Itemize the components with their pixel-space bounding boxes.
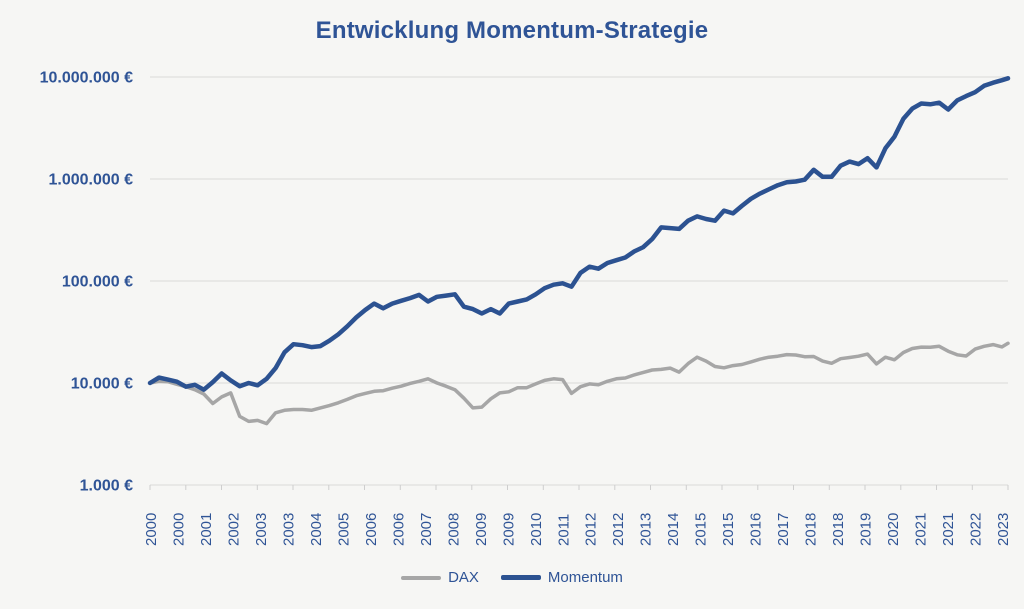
chart-title: Entwicklung Momentum-Strategie xyxy=(315,17,709,44)
dax-line-swatch xyxy=(401,575,442,580)
x-axis-year-label: 2003 xyxy=(253,513,270,546)
legend-item-momentum: Momentum xyxy=(500,569,623,586)
x-axis-year-label: 2009 xyxy=(500,513,517,546)
x-axis-year-label: 2011 xyxy=(555,514,572,546)
x-axis-year-label: 2007 xyxy=(418,513,435,546)
x-axis-year-label: 2022 xyxy=(968,513,985,546)
x-axis-year-label: 2018 xyxy=(830,513,847,546)
x-axis-year-label: 2012 xyxy=(610,513,627,546)
x-axis-year-label: 2003 xyxy=(280,513,297,546)
x-axis-year-label: 2012 xyxy=(583,513,600,546)
y-axis-tick-label: 1.000.000 € xyxy=(48,172,133,189)
x-axis-year-label: 2005 xyxy=(335,513,352,546)
legend: DAX Momentum xyxy=(0,569,1024,586)
momentum-line-swatch xyxy=(500,575,541,580)
y-axis-tick-label: 10.000 € xyxy=(71,376,133,393)
series-group xyxy=(147,76,1011,426)
x-axis-year-label: 2010 xyxy=(528,513,545,546)
x-axis-year-label: 2000 xyxy=(143,513,160,546)
x-axis-year-label: 2015 xyxy=(693,513,710,546)
x-axis-year-label: 2013 xyxy=(638,513,655,546)
x-axis-year-label: 2001 xyxy=(198,513,215,546)
y-axis-tick-label: 100.000 € xyxy=(62,274,133,291)
momentum-line xyxy=(147,76,1011,392)
x-axis-year-label: 2006 xyxy=(390,513,407,546)
x-axis-year-label: 2014 xyxy=(665,513,682,546)
legend-label-momentum: Momentum xyxy=(547,569,623,586)
x-axis-year-label: 2015 xyxy=(720,513,737,546)
x-axis-year-label: 2004 xyxy=(308,513,325,546)
x-axis-year-label: 2002 xyxy=(226,513,243,546)
y-axis-labels-group: 1.000 € 10.000 € 100.000 € 1.000.000 € 10.00… xyxy=(40,70,134,495)
x-axis-year-label: 2017 xyxy=(775,513,792,546)
x-axis-year-label: 2018 xyxy=(803,513,820,546)
x-axis-year-label: 2016 xyxy=(748,513,765,546)
x-axis-year-label: 2009 xyxy=(473,513,490,546)
x-axis-year-label: 2000 xyxy=(171,513,188,546)
x-axis-ticks-group xyxy=(149,485,1009,490)
x-axis-year-label: 2020 xyxy=(885,513,902,546)
legend-item-dax: DAX xyxy=(401,569,479,586)
legend-label-dax: DAX xyxy=(448,569,479,586)
x-axis-year-label: 2021 xyxy=(913,513,930,546)
y-axis-tick-label: 10.000.000 € xyxy=(40,70,134,87)
x-axis-year-label: 2023 xyxy=(995,513,1012,546)
x-axis-year-label: 2008 xyxy=(445,513,462,546)
x-axis-year-label: 2021 xyxy=(940,513,957,546)
x-axis-year-label: 2019 xyxy=(858,513,875,546)
y-axis-tick-label: 1.000 € xyxy=(80,478,133,495)
x-axis-year-label: 2006 xyxy=(363,513,380,546)
x-axis-labels-group: 2000 2000 2001 2002 2003 2003 2004 2005 2006 2006… xyxy=(143,513,1012,546)
gridlines-group xyxy=(150,76,1008,486)
dax-line xyxy=(148,341,1010,426)
